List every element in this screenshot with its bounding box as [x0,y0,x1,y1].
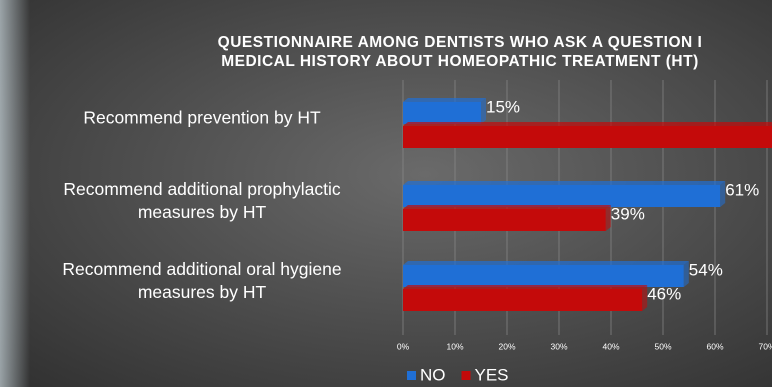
bar-side [683,261,689,287]
bar [403,185,721,207]
bar-top [403,261,689,265]
x-tick-label: 30% [550,341,567,351]
legend-label: YES [475,365,509,384]
bar-side [720,181,726,207]
side-strip [0,0,30,387]
bar [403,126,772,148]
legend-swatch [407,371,416,380]
bar-top [403,181,726,185]
y-tick-label: Recommend additional oral hygiene [62,259,341,279]
legend-label: NO [420,365,446,384]
y-tick-label: Recommend additional prophylactic [63,179,340,199]
bar-side [481,98,486,124]
x-tick-label: 10% [446,341,463,351]
data-label: 54% [689,260,723,279]
bar [403,289,643,311]
y-tick-label: measures by HT [138,202,267,222]
x-tick-label: 50% [654,341,671,351]
x-tick-label: 70% [758,341,772,351]
y-tick-label: Recommend prevention by HT [83,108,321,128]
bar-top [403,205,611,209]
data-label: 39% [611,204,645,223]
legend-swatch [461,371,471,380]
x-tick-label: 20% [498,341,515,351]
bar-top [403,98,486,102]
bar-side [605,205,611,231]
bar [403,265,684,287]
data-label: 15% [486,97,520,116]
x-tick-label: 60% [706,341,723,351]
bar-top [403,122,772,126]
chart-title: MEDICAL HISTORY ABOUT HOMEOPATHIC TREATM… [221,53,699,70]
y-tick-label: measures by HT [138,282,267,302]
bar-top [403,285,648,289]
bar-side [642,285,648,311]
data-label: 46% [647,284,681,303]
x-tick-label: 0% [397,341,410,351]
chart-title: QUESTIONNAIRE AMONG DENTISTS WHO ASK A Q… [218,34,703,51]
x-tick-label: 40% [602,341,619,351]
data-label: 61% [725,180,759,199]
bar [403,102,481,124]
bar [403,209,606,231]
